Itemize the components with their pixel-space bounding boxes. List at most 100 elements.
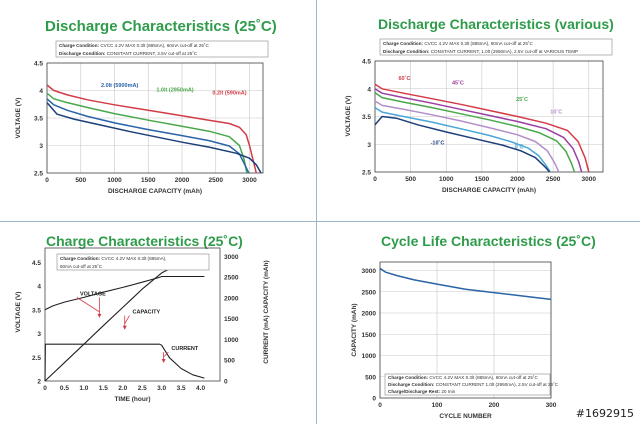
x-tick-label: 1500 — [141, 177, 156, 184]
y-tick-label: 4 — [39, 88, 43, 95]
condition-box — [384, 373, 551, 396]
condition-label: Discharge Condition: — [388, 382, 436, 387]
y-tick-label: 3 — [367, 142, 371, 149]
condition-line: Discharge Condition: CONSTANT CURRENT 1.… — [388, 381, 559, 387]
y2-tick-label: 1000 — [224, 337, 239, 344]
chart-title: Discharge Characteristics (25˚C) — [45, 18, 277, 35]
series-line-1 — [379, 267, 552, 301]
x-tick-label: 1000 — [107, 177, 122, 184]
series-label: 60˚C — [399, 75, 411, 82]
condition-value: CVCC 4.2V MAX 0.3lt (885mA), — [101, 256, 166, 261]
condition-label: Discharge Condition: — [59, 51, 107, 56]
series-line-4 — [46, 102, 262, 174]
x-axis-label: TIME (hour) — [114, 396, 150, 403]
condition-value: CVCC 4.2V MAX 0.3lt (885mA), 60mA cut-of… — [100, 42, 209, 48]
x-axis-label: CYCLE NUMBER — [439, 413, 492, 420]
series-line-1 — [46, 84, 258, 174]
y-tick-label: 500 — [365, 374, 376, 381]
condition-value: 60mA cut-off at 25˚C — [60, 263, 103, 269]
series-label: -10˚C — [431, 139, 445, 146]
condition-value: CVCC 4.2V MAX 0.3lt (885mA), 60mA cut-of… — [429, 374, 538, 380]
plot-frame — [379, 261, 552, 399]
y2-axis-label: CURRENT (mA) CAPACITY (mAh) — [263, 260, 270, 363]
y-tick-label: 2000 — [362, 311, 377, 318]
series-label: 25˚C — [516, 96, 528, 103]
y-tick-label: 3 — [37, 331, 41, 338]
chart-title: Cycle Life Characteristics (25˚C) — [381, 233, 596, 249]
condition-label: Charge Condition: — [383, 41, 424, 46]
x-tick-label: 2500 — [209, 177, 224, 184]
condition-value: CONSTANT CURRENT 1.0lt (2950mA), 2.5V cu… — [436, 381, 559, 387]
y-axis-label: VOLTAGE (V) — [15, 292, 22, 333]
plot-frame — [374, 60, 604, 173]
series-line-5 — [374, 106, 551, 173]
y-tick-label: 3.5 — [362, 114, 371, 121]
y-tick-label: 4 — [37, 284, 41, 291]
series-line-1 — [374, 83, 590, 173]
series-line-2 — [374, 88, 583, 173]
chart-2: Discharge Characteristics (various) 0 500 1… — [345, 16, 614, 194]
condition-line: Charge Condition: CVCC 4.2V MAX 0.3lt (8… — [59, 42, 209, 48]
condition-label: Discharge Condition: — [383, 49, 431, 54]
x-tick-label: 2.0 — [118, 385, 127, 392]
y2-tick-label: 3000 — [224, 254, 239, 261]
condition-line: Discharge Condition: CONSTANT CURRENT, 1… — [383, 49, 578, 54]
x-tick-label: 0 — [373, 176, 377, 183]
y2-tick-label: 0 — [224, 379, 228, 386]
annotation-label: VOLTAGE — [80, 292, 106, 298]
condition-line: Charge Condition: CVCC 4.2V MAX 0.3lt (8… — [388, 374, 538, 380]
condition-label: Charge Condition: — [59, 43, 100, 48]
series-line-3 — [44, 343, 205, 382]
y2-tick-label: 1500 — [224, 316, 239, 323]
condition-value: CVCC 4.2V MAX 0.3lt (885mA), 60mA cut-of… — [424, 40, 533, 46]
y-tick-label: 3 — [39, 143, 43, 150]
y-tick-label: 4 — [367, 86, 371, 93]
watermark: #1692915 — [575, 407, 634, 420]
x-tick-label: 2000 — [510, 176, 525, 183]
x-tick-label: 0 — [43, 385, 47, 392]
plot-frame — [46, 62, 264, 174]
x-tick-label: 2500 — [546, 176, 561, 183]
condition-line: Charge Condition: CVCC 4.2V MAX 0.3lt (8… — [383, 40, 533, 46]
y-tick-label: 1000 — [362, 353, 377, 360]
series-label: 1.0lt (2950mA) — [156, 88, 193, 94]
y-tick-label: 3.5 — [34, 116, 43, 123]
y-tick-label: 4.5 — [362, 59, 371, 66]
x-tick-label: 2000 — [175, 177, 190, 184]
x-tick-label: 0 — [45, 177, 49, 184]
series-line-4 — [374, 100, 560, 173]
y-axis-label: CAPACITY (mAh) — [351, 303, 358, 356]
x-tick-label: 0.5 — [60, 385, 69, 392]
y-tick-label: 2 — [37, 379, 41, 386]
series-line-6 — [374, 115, 551, 173]
annotation-label: CAPACITY — [133, 310, 161, 316]
x-tick-label: 1.5 — [99, 385, 108, 392]
arrowhead — [161, 359, 166, 363]
x-tick-label: 2.5 — [138, 385, 147, 392]
condition-label: Charge Condition: — [60, 256, 101, 261]
series-label: 45˚C — [452, 79, 464, 86]
x-tick-label: 0 — [378, 402, 382, 409]
chart-1: Discharge Characteristics (25˚C) 0 500 1000… — [15, 18, 277, 195]
series-line-3 — [46, 98, 250, 174]
x-tick-label: 3000 — [242, 177, 257, 184]
vertical-divider — [316, 0, 317, 424]
x-tick-label: 300 — [546, 402, 557, 409]
condition-box — [56, 253, 210, 271]
condition-line: Charge/Discharge Rest: 20 min — [388, 389, 456, 394]
y-tick-label: 2.5 — [32, 355, 41, 362]
condition-box — [55, 40, 269, 58]
arrowhead — [122, 325, 127, 330]
y-tick-label: 4.5 — [32, 260, 41, 267]
x-tick-label: 4.0 — [196, 385, 205, 392]
x-tick-label: 1.0 — [79, 385, 88, 392]
y-tick-label: 2.5 — [34, 171, 43, 178]
x-axis-label: DISCHARGE CAPACITY (mAh) — [442, 187, 536, 194]
x-tick-label: 1500 — [475, 176, 490, 183]
y-tick-label: 1500 — [362, 332, 377, 339]
horizontal-divider — [0, 221, 640, 222]
annotation-line — [163, 351, 169, 358]
condition-value: CONSTANT CURRENT, 1.0lt (2950mA), 2.5V c… — [431, 49, 578, 54]
x-tick-label: 3.0 — [157, 385, 166, 392]
y-axis-label: VOLTAGE (V) — [345, 96, 352, 137]
